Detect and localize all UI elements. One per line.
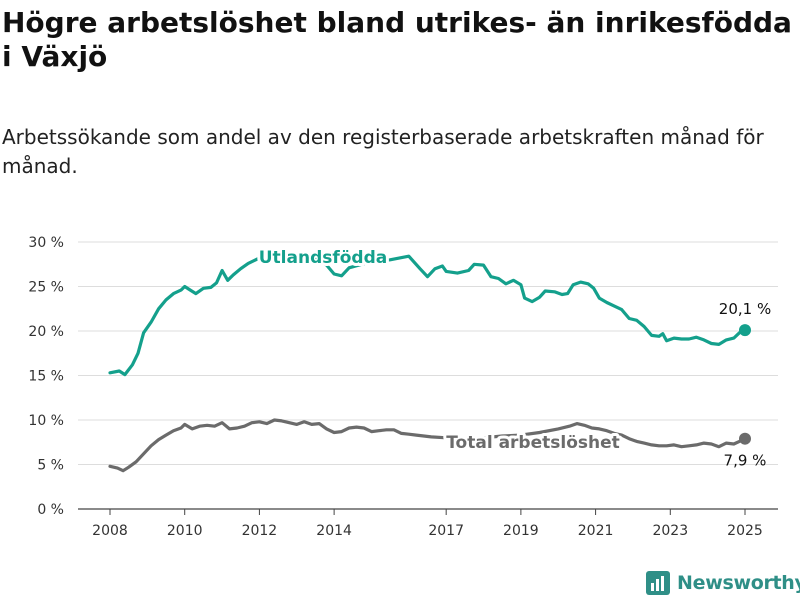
series-line-utlandsfodda: [108, 253, 747, 377]
series-end-marker: [739, 324, 751, 337]
y-tick-label: 30 %: [28, 235, 64, 251]
y-tick-label: 0 %: [37, 502, 64, 518]
series-line-total: [108, 418, 747, 473]
chart-subtitle: Arbetssökande som andel av den registerb…: [2, 125, 764, 178]
chart-title: Högre arbetslöshet bland utrikes- än inr…: [2, 6, 792, 73]
x-tick-label: 2025: [727, 523, 763, 539]
y-tick-label: 25 %: [28, 280, 64, 296]
x-tick-label: 2019: [503, 523, 539, 539]
y-tick-label: 5 %: [37, 458, 64, 474]
y-axis-ticks: 0 % 5 % 10 % 15 % 20 % 25 % 30 %: [28, 235, 64, 518]
y-tick-label: 15 %: [28, 369, 64, 385]
brand-name: Newsworthy: [677, 572, 800, 594]
x-tick-label: 2014: [316, 523, 352, 539]
x-tick-label: 2010: [167, 523, 203, 539]
x-tick-label: 2012: [242, 523, 278, 539]
series-lines: [108, 253, 751, 473]
x-axis-ticks: 2008 2010 2012 2014 2017 2019 2021 2023 2025: [92, 509, 763, 539]
series-name-label-utlandsfodda: Utlandsfödda: [259, 248, 388, 268]
series-end-value-label: 20,1 %: [719, 300, 771, 318]
x-tick-label: 2023: [652, 523, 688, 539]
y-tick-label: 10 %: [28, 413, 64, 429]
series-labels: 20,1 % 7,9 % Utlandsfödda Total arbetslöshe…: [256, 245, 771, 470]
x-tick-label: 2017: [428, 523, 464, 539]
x-tick-label: 2008: [92, 523, 128, 539]
series-end-marker: [739, 432, 751, 445]
y-tick-label: 20 %: [28, 324, 64, 340]
newsworthy-icon: [646, 571, 670, 595]
newsworthy-logo: Newsworthy: [645, 567, 800, 599]
series-name-label-total: Total arbetslöshet: [446, 433, 620, 453]
x-tick-label: 2021: [578, 523, 614, 539]
series-end-value-label: 7,9 %: [724, 452, 767, 470]
gridlines: [78, 241, 778, 510]
